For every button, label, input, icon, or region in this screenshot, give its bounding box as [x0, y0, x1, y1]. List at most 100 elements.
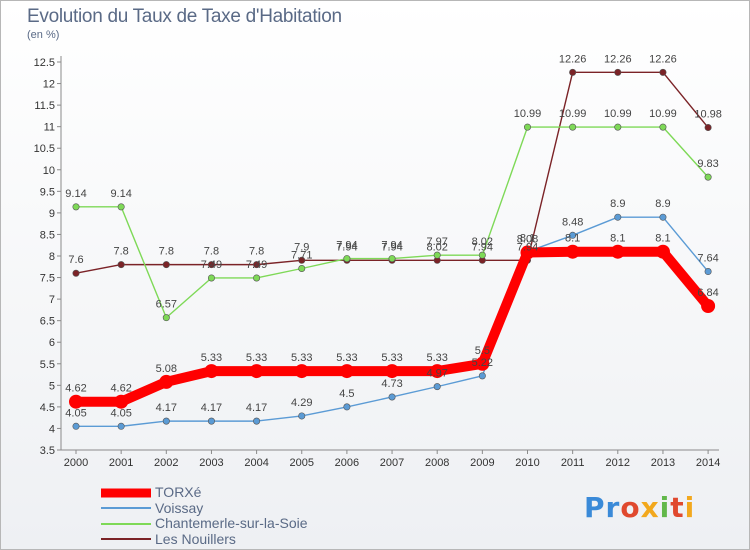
x-tick-label: 2009: [470, 457, 494, 469]
x-tick-label: 2006: [335, 457, 359, 469]
data-label: 5.33: [246, 352, 267, 364]
y-tick-label: 7: [49, 294, 55, 306]
data-point: [204, 364, 219, 379]
data-label: 9.14: [110, 188, 131, 200]
data-point: [339, 364, 354, 379]
data-label: 7.94: [517, 241, 538, 253]
data-label: 7.8: [159, 246, 174, 258]
x-tick-label: 2012: [606, 457, 630, 469]
y-tick-label: 4: [49, 423, 55, 435]
data-point: [117, 422, 125, 430]
data-point: [569, 123, 577, 131]
data-point: [655, 244, 670, 259]
x-tick-label: 2013: [651, 457, 675, 469]
chart-axes: 3.544.555.566.577.588.599.51010.51111.51…: [34, 56, 720, 469]
series-layer: [69, 68, 716, 430]
data-point: [72, 203, 80, 211]
data-label: 8.02: [472, 236, 493, 248]
data-label: 4.62: [65, 383, 86, 395]
data-label: 4.29: [291, 397, 312, 409]
x-tick-label: 2001: [109, 457, 133, 469]
data-label: 6.84: [697, 287, 718, 299]
data-point: [343, 255, 351, 263]
data-point: [704, 268, 712, 276]
data-point: [704, 173, 712, 181]
data-label: 8.1: [610, 233, 625, 245]
x-tick-label: 2011: [561, 457, 585, 469]
data-point: [614, 68, 622, 76]
data-label: 5.33: [291, 352, 312, 364]
data-point: [162, 314, 170, 322]
data-label: 7.49: [201, 259, 222, 271]
data-label: 12.26: [559, 53, 587, 65]
data-point: [294, 364, 309, 379]
x-tick-label: 2010: [515, 457, 539, 469]
data-point: [117, 261, 125, 269]
data-label: 4.17: [246, 402, 267, 414]
data-label: 5.33: [201, 352, 222, 364]
data-label: 4.17: [201, 402, 222, 414]
y-tick-label: 5: [49, 380, 55, 392]
data-point: [343, 403, 351, 411]
data-label: 8.48: [562, 216, 583, 228]
data-point: [298, 412, 306, 420]
data-label: 7.6: [68, 254, 83, 266]
data-point: [569, 68, 577, 76]
data-label: 7.94: [472, 241, 493, 253]
data-label: 9.14: [65, 188, 86, 200]
y-tick-label: 3.5: [40, 445, 55, 457]
y-tick-label: 9.5: [40, 186, 55, 198]
data-label: 7.64: [697, 253, 718, 265]
data-point: [207, 417, 215, 425]
data-label: 4.05: [65, 407, 86, 419]
data-point: [117, 203, 125, 211]
data-point: [114, 394, 129, 409]
data-point: [72, 269, 80, 277]
data-label: 4.73: [381, 378, 402, 390]
x-tick-label: 2008: [425, 457, 449, 469]
data-point: [475, 356, 490, 371]
y-tick-label: 9: [49, 208, 55, 220]
data-label: 10.99: [514, 108, 542, 120]
y-tick-label: 12.5: [34, 57, 55, 69]
data-point: [388, 393, 396, 401]
data-label: 8.9: [655, 198, 670, 210]
data-label: 8.1: [565, 233, 580, 245]
data-label: 8.1: [520, 233, 535, 245]
data-label: 5.33: [336, 352, 357, 364]
y-tick-label: 11: [44, 122, 55, 134]
data-point: [162, 261, 170, 269]
data-point: [207, 261, 215, 269]
proxiti-logo: Proxiti: [584, 491, 696, 524]
y-tick-label: 8.5: [40, 229, 55, 241]
x-tick-label: 2003: [199, 457, 223, 469]
data-label: 8.08: [517, 234, 538, 246]
data-label: 12.26: [604, 53, 632, 65]
data-point: [614, 213, 622, 221]
data-point: [298, 256, 306, 264]
data-point: [704, 124, 712, 132]
data-label: 7.97: [426, 236, 447, 248]
y-tick-label: 8: [49, 251, 55, 263]
data-point: [659, 213, 667, 221]
y-tick-label: 10: [43, 165, 55, 177]
legend-swatch: [101, 507, 151, 510]
data-label: 8.9: [610, 198, 625, 210]
data-point: [614, 123, 622, 131]
data-label: 7.94: [381, 241, 402, 253]
data-label: 10.99: [649, 108, 677, 120]
data-label: 10.99: [604, 108, 632, 120]
data-point: [207, 274, 215, 282]
data-point: [159, 374, 174, 389]
data-point: [610, 244, 625, 259]
y-tick-label: 6.5: [40, 316, 55, 328]
data-point: [659, 68, 667, 76]
y-tick-label: 6: [49, 337, 55, 349]
legend-label: Les Nouillers: [155, 530, 236, 547]
data-label: 5.33: [381, 352, 402, 364]
data-label: 6.57: [156, 299, 177, 311]
data-point: [523, 123, 531, 131]
data-point: [253, 274, 261, 282]
